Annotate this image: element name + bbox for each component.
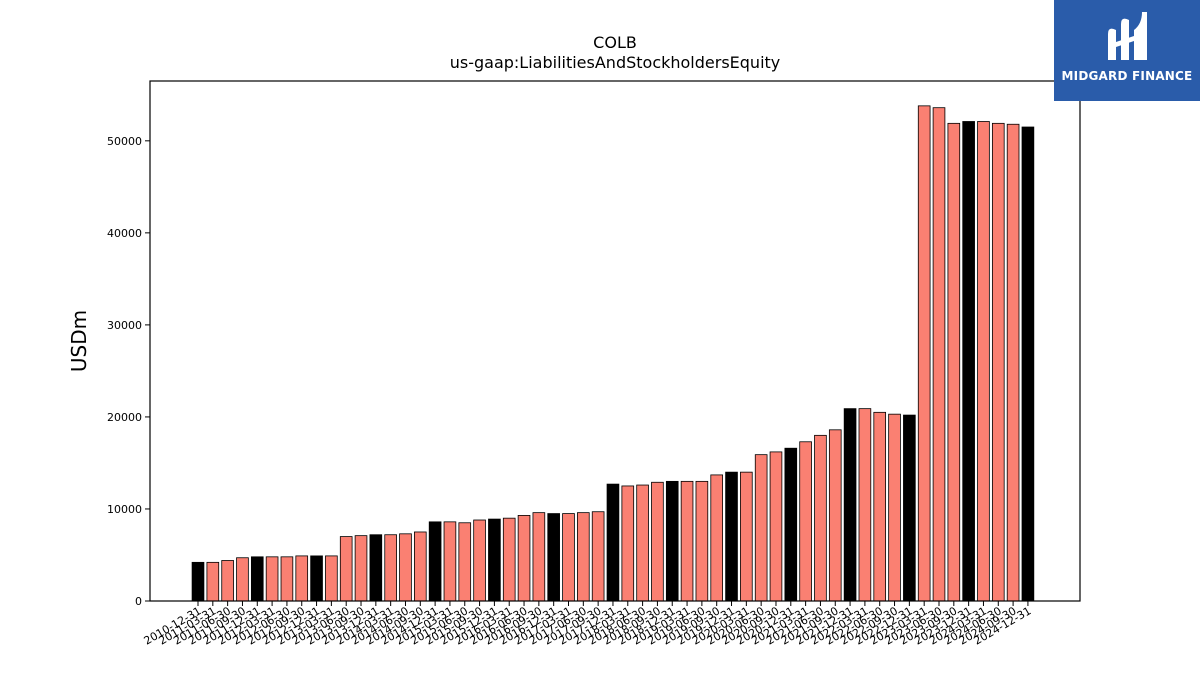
y-tick-label: 40000: [107, 227, 142, 240]
bar: [636, 484, 649, 602]
chart-title: COLB: [593, 33, 637, 52]
midgard-logo-icon: [1108, 12, 1147, 61]
chart-subtitle: us-gaap:LiabilitiesAndStockholdersEquity: [450, 53, 781, 72]
bar: [695, 480, 709, 602]
midgard-logo: MIDGARD FINANCE: [1054, 0, 1200, 101]
bar: [369, 534, 383, 602]
bar: [858, 408, 872, 602]
y-tick-label: 0: [135, 595, 142, 608]
bar: [665, 480, 679, 602]
bar: [621, 485, 635, 602]
bar: [843, 408, 857, 602]
bar: [873, 411, 887, 602]
bar: [295, 555, 309, 602]
bar: [888, 413, 901, 602]
bar: [606, 483, 620, 602]
bar: [280, 556, 294, 602]
bar: [250, 556, 264, 602]
bar: [488, 518, 501, 602]
bar: [473, 519, 486, 602]
bar: [932, 107, 946, 602]
bar: [206, 561, 220, 602]
y-tick-label: 10000: [107, 503, 142, 516]
bar: [1021, 126, 1035, 602]
bar: [384, 534, 397, 602]
bar: [310, 555, 323, 602]
bar: [191, 561, 205, 602]
bar: [502, 517, 516, 602]
bar: [221, 560, 234, 602]
bar: [458, 522, 472, 602]
bar: [443, 521, 457, 602]
bar: [651, 481, 664, 602]
bar: [680, 480, 694, 602]
bar: [710, 474, 723, 602]
bar: [754, 454, 768, 602]
y-tick-label: 50000: [107, 135, 142, 148]
bar: [769, 451, 783, 602]
bar: [428, 521, 442, 602]
y-tick-label: 20000: [107, 411, 142, 424]
bar: [413, 531, 427, 602]
bar: [591, 511, 605, 602]
bar: [399, 533, 412, 602]
bar: [562, 513, 575, 602]
bar: [517, 515, 531, 602]
bar: [814, 434, 827, 602]
y-axis: 0 10000 20000 30000 40000 50000: [107, 135, 150, 608]
bar: [947, 122, 961, 602]
logo-text: MIDGARD FINANCE: [1061, 69, 1193, 83]
bar: [339, 536, 353, 602]
bar: [740, 471, 753, 602]
y-axis-label: USDm: [67, 310, 91, 372]
bar: [325, 555, 338, 602]
bar: [903, 414, 916, 602]
x-axis: 2010-12-312011-03-312011-06-302011-09-30…: [142, 601, 1033, 648]
plot-frame: [149, 80, 1081, 602]
bar: [977, 121, 990, 602]
bar: [784, 447, 798, 602]
bar: [799, 441, 812, 602]
bar: [1006, 123, 1020, 602]
bar: [991, 122, 1005, 602]
bar: [547, 513, 560, 602]
bar: [725, 471, 738, 602]
y-tick-label: 30000: [107, 319, 142, 332]
bar: [532, 512, 546, 602]
bar: [577, 512, 590, 602]
bars: [191, 105, 1035, 602]
bar: [265, 556, 279, 602]
bar: [236, 557, 249, 602]
bar: [917, 105, 931, 602]
bar: [354, 535, 368, 602]
bar: [828, 429, 842, 602]
bar: [962, 121, 975, 602]
